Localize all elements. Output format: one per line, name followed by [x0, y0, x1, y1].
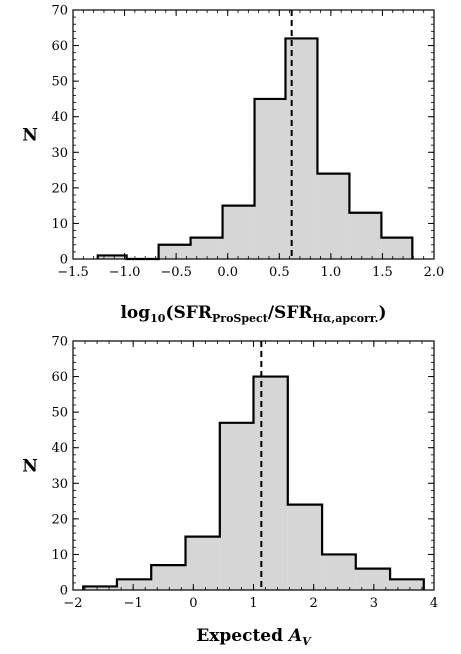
x-axis-label: Expected AV: [196, 626, 312, 648]
x-tick-label: −1.0: [109, 265, 141, 280]
histogram-bar: [222, 205, 255, 259]
y-tick-label: 0: [60, 584, 68, 599]
histogram-bar: [287, 504, 323, 590]
histogram-bar: [254, 98, 286, 259]
y-tick-label: 10: [51, 548, 68, 563]
x-axis-label-part: 10: [150, 312, 166, 325]
y-tick-label: 20: [51, 181, 68, 196]
x-tick-label: −1: [124, 596, 143, 611]
x-tick-label: 1.0: [321, 265, 342, 280]
y-tick-label: 40: [51, 110, 68, 125]
x-axis-label-part: log: [120, 303, 150, 323]
histogram-bar: [116, 579, 152, 590]
y-tick-label: 60: [51, 39, 68, 54]
y-ticks: 0 10 20 30 40 50 60 70: [51, 4, 434, 268]
histogram-bar: [322, 554, 356, 590]
x-ticks: −2 −1 0 1 2 3 4: [63, 341, 438, 611]
x-tick-label: 0: [189, 596, 197, 611]
histogram-bar: [83, 586, 117, 590]
histogram-bar: [349, 212, 382, 259]
y-axis-label: N: [22, 457, 38, 477]
panel-top-histogram: −1.5 −1.0 −0.5 0.0 0.5 1.0 1.5 2.0 0 10 20 30 40 50 60…: [22, 4, 444, 326]
x-axis-label-part: Expected: [196, 626, 289, 646]
x-axis-label-part: V: [302, 635, 312, 648]
histogram-bar: [317, 173, 350, 259]
histogram-bar: [285, 38, 318, 260]
y-ticks: 0 10 20 30 40 50 60 70: [51, 335, 434, 599]
histogram-bar: [190, 237, 223, 259]
x-tick-label: 4: [430, 596, 438, 611]
x-tick-label: −0.5: [160, 265, 192, 280]
y-tick-label: 30: [51, 477, 68, 492]
histogram-bar: [219, 422, 254, 590]
x-axis-label-part: Hα,apcorr.: [313, 312, 379, 325]
histogram-bar: [253, 376, 288, 590]
y-tick-label: 50: [51, 406, 68, 421]
x-tick-label: 0.0: [217, 265, 238, 280]
histogram-bar: [97, 255, 127, 259]
y-tick-label: 40: [51, 441, 68, 456]
x-ticks: −1.5 −1.0 −0.5 0.0 0.5 1.0 1.5 2.0: [57, 10, 444, 280]
x-tick-label: −1.5: [57, 265, 89, 280]
histogram-outline: [82, 375, 425, 590]
histogram-bars: [83, 376, 424, 590]
x-tick-label: 1.5: [372, 265, 393, 280]
histogram-bar: [381, 237, 413, 259]
x-axis-label: log10(SFRProSpect/SFRHα,apcorr.): [120, 303, 386, 325]
y-tick-label: 10: [51, 217, 68, 232]
y-tick-label: 0: [60, 253, 68, 268]
x-tick-label: 0.5: [269, 265, 290, 280]
x-axis-label-part: /SFR: [268, 303, 314, 323]
y-tick-label: 20: [51, 512, 68, 527]
x-axis-label-part: ): [378, 303, 386, 323]
y-tick-label: 30: [51, 146, 68, 161]
x-tick-label: 2: [310, 596, 318, 611]
y-axis-label: N: [22, 126, 38, 146]
x-tick-label: 1: [249, 596, 257, 611]
x-axis-label-part: A: [287, 626, 302, 646]
axes-frame: [72, 9, 435, 260]
y-tick-label: 70: [51, 335, 68, 350]
x-tick-label: −2: [63, 596, 82, 611]
x-tick-label: 2.0: [424, 265, 445, 280]
y-tick-label: 60: [51, 370, 68, 385]
x-axis-label-part: ProSpect: [212, 312, 269, 325]
histogram-bar: [151, 565, 186, 590]
histogram-bar: [158, 244, 191, 259]
histogram-bar: [355, 568, 391, 590]
histogram-bar: [185, 536, 220, 590]
histogram-bar: [390, 579, 424, 590]
y-tick-label: 50: [51, 75, 68, 90]
y-tick-label: 70: [51, 4, 68, 19]
x-axis-label-part: (SFR: [165, 303, 212, 323]
x-tick-label: 3: [370, 596, 378, 611]
